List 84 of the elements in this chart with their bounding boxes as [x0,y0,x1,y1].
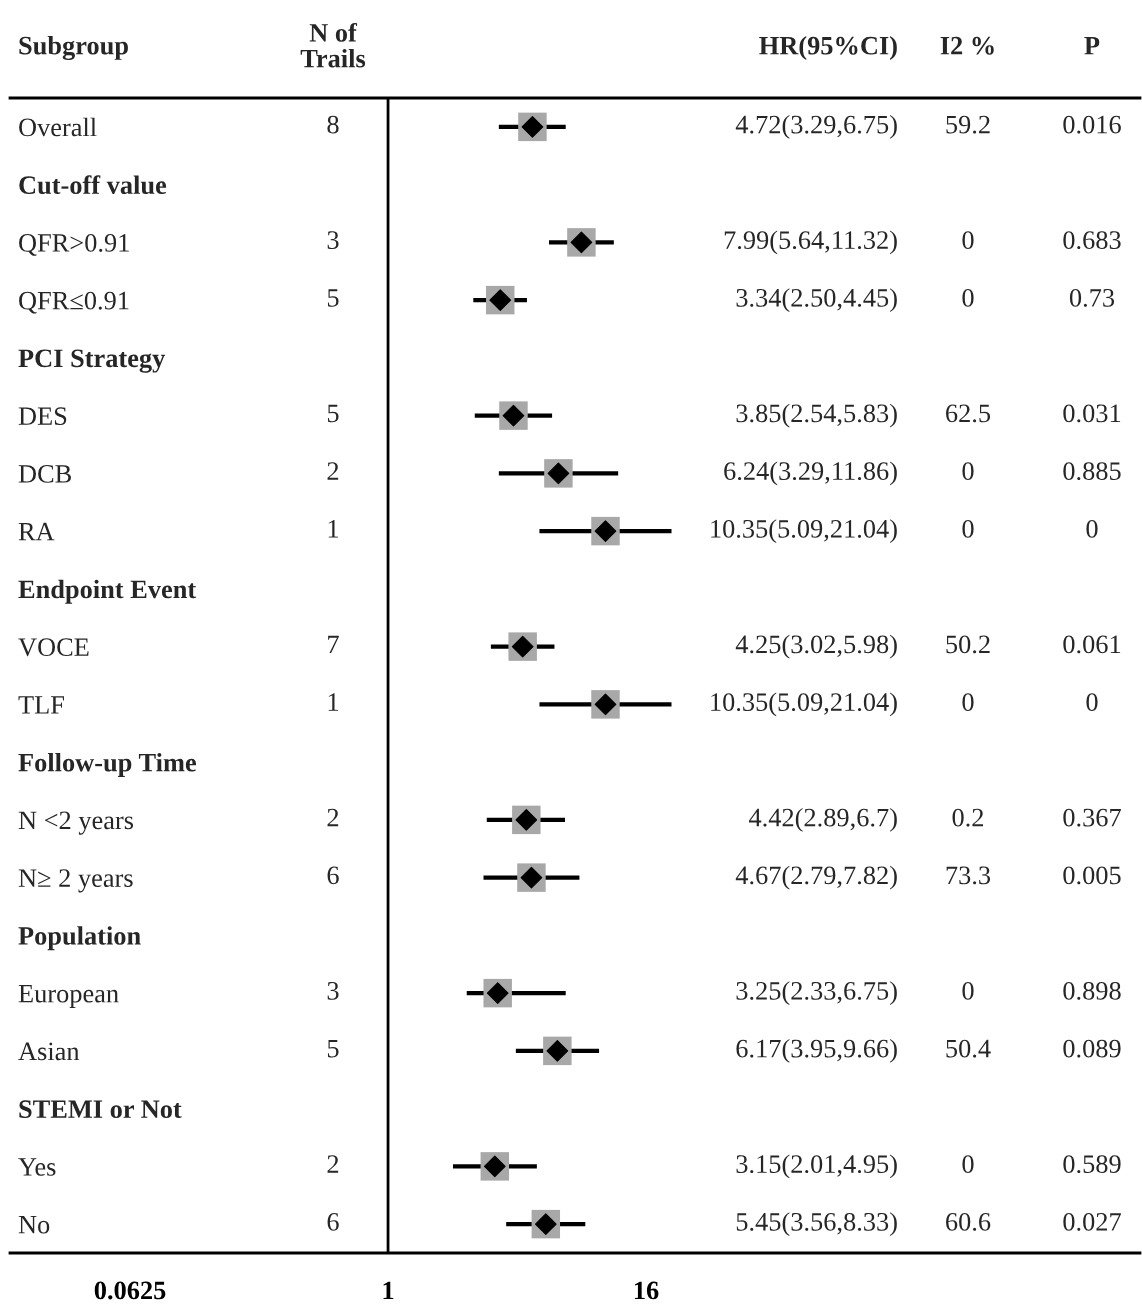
y-tick-label: Yes [18,1158,56,1176]
annotation: 62.5 [946,404,991,423]
annotation: 0 [1086,519,1098,538]
annotation: 0.683 [1063,231,1121,250]
annotation: 10.35(5.09,21.04) [711,519,897,544]
y-tick-label: Asian [18,1042,80,1061]
y-tick-label: Overall [19,117,97,137]
annotation: 6.17(3.95,9.66) [736,1038,897,1063]
annotation: 0 [962,288,974,307]
annotation: 2 [327,462,339,480]
annotation: 0.898 [1063,981,1121,1000]
annotation: 8 [327,115,339,134]
annotation: 0.2 [952,808,984,827]
x-tick-label: 1 [383,1281,394,1300]
y-tick-label: STEMI or Not [19,1100,182,1119]
annotation: 3.25(2.33,6.75) [736,981,897,1006]
annotation: 0.016 [1063,115,1121,134]
annotation: 0.031 [1063,404,1121,423]
x-tick-label: 16 [634,1281,659,1300]
annotation: 0.885 [1063,462,1121,481]
annotation: 4.67(2.79,7.82) [735,865,897,890]
annotation: 2 [327,808,339,827]
annotation: 0.027 [1063,1212,1121,1231]
x-tick-label: 0.0625 [94,1281,166,1300]
annotation: 0 [1086,693,1098,711]
annotation: 0 [962,519,974,538]
y-tick-label: VOCE [18,638,89,657]
annotation: 3.85(2.54,5.83) [736,403,897,428]
y-tick-label: QFR≤0.91 [19,291,129,314]
y-tick-label: Cut-off value [19,175,167,195]
annotation: 73.3 [946,866,991,885]
annotation: 4.72(3.29,6.75) [735,114,897,139]
y-tick-label: QFR>0.91 [19,233,129,256]
annotation: 0.73 [1069,288,1115,307]
y-tick-label: DES [18,407,67,426]
y-tick-label: DCB [18,465,71,483]
y-tick-label: Population [18,926,141,951]
annotation: 1 [328,693,339,711]
annotation: 5 [327,404,339,423]
annotation: 0 [962,1155,974,1173]
annotation: 4.42(2.89,6.7) [749,807,897,832]
annotation: 0 [962,231,974,249]
y-tick-label: No [18,1216,50,1234]
annotation: 6 [327,866,339,885]
annotation: 0.367 [1063,808,1121,827]
annotation: 50.2 [946,635,990,654]
annotation: 0.589 [1063,1155,1121,1174]
y-tick-label: TLF [18,696,64,714]
annotation: 3.15(2.01,4.95) [736,1154,897,1179]
annotation: 0 [962,462,974,480]
annotation: 3 [327,982,339,1000]
text: N of Trails [300,22,366,68]
y-tick-label: PCI Strategy [18,349,166,373]
annotation: 60.6 [946,1212,991,1231]
y-tick-label: Endpoint Event [18,579,197,604]
annotation: 2 [327,1155,339,1173]
y-tick-label: N≥ 2 years [18,869,133,893]
text: P [1084,37,1100,55]
annotation: 3.34(2.50,4.45) [736,288,897,313]
y-tick-label: RA [18,522,55,541]
annotation: 0 [962,693,974,711]
annotation: 6 [327,1213,339,1231]
annotation: 50.4 [946,1039,991,1058]
y-tick-label: Follow-up Time [18,752,196,777]
annotation: 7.99(5.64,11.32) [724,230,897,255]
annotation: 0.061 [1063,635,1121,654]
annotation: 0 [962,981,974,1000]
annotation: 0.089 [1063,1039,1121,1058]
annotation: 6.24(3.29,11.86) [724,461,897,486]
annotation: 1 [328,520,339,538]
annotation: 3 [327,231,339,249]
annotation: 7 [328,635,339,653]
annotation: 5 [327,289,339,307]
annotation: 10.35(5.09,21.04) [711,692,897,717]
y-tick-label: N <2 years [18,811,134,835]
annotation: 0.005 [1063,866,1121,885]
annotation: 4.25(3.02,5.98) [735,634,897,659]
y-axis-title: Subgroup [19,35,128,61]
annotation: 5.45(3.56,8.33) [736,1212,897,1237]
text: I2 % [940,36,994,55]
text: HR(95%CI) [759,36,897,60]
annotation: 59.2 [946,115,990,134]
y-tick-label: European [18,985,119,1008]
annotation: 5 [327,1039,339,1058]
